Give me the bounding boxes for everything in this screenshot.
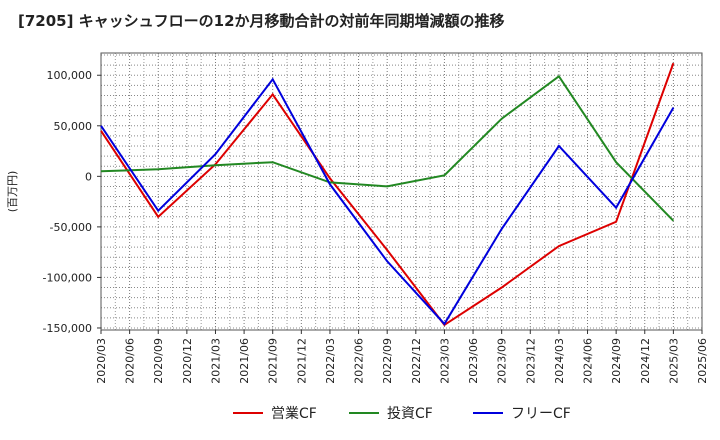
x-tick-label: 2023/12 (524, 338, 537, 384)
y-tick-label: 50,000 (54, 120, 93, 133)
x-tick-label: 2020/03 (95, 338, 108, 384)
x-tick-label: 2024/06 (582, 338, 595, 384)
y-tick-label: -50,000 (50, 221, 92, 234)
x-tick-label: 2024/12 (639, 338, 652, 384)
y-tick-label: -150,000 (43, 322, 92, 335)
y-tick-label: 100,000 (47, 69, 93, 82)
x-tick-label: 2022/06 (353, 338, 366, 384)
x-tick-label: 2024/03 (553, 338, 566, 384)
series-line-営業CF (100, 62, 675, 327)
x-tick-label: 2021/12 (295, 338, 308, 384)
x-tick-label: 2021/03 (209, 338, 222, 384)
chart-title: [7205] キャッシュフローの12か月移動合計の対前年同期増減額の推移 (18, 12, 505, 30)
x-tick-label: 2023/03 (438, 338, 451, 384)
y-tick-label: 0 (85, 170, 92, 183)
x-tick-label: 2022/12 (410, 338, 423, 384)
x-tick-label: 2022/09 (381, 338, 394, 384)
x-tick-label: 2023/06 (467, 338, 480, 384)
series-line-投資CF (100, 74, 675, 222)
x-tick-label: 2020/09 (152, 338, 165, 384)
x-tick-label: 2021/09 (267, 338, 280, 384)
x-tick-label: 2022/03 (324, 338, 337, 384)
x-tick-label: 2020/06 (124, 338, 137, 384)
x-tick-label: 2024/09 (610, 338, 623, 384)
x-tick-label: 2025/03 (667, 338, 680, 384)
x-tick-label: 2023/09 (496, 338, 509, 384)
y-tick-label: -100,000 (43, 271, 92, 284)
y-axis-label: (百万円) (6, 171, 19, 213)
series-line-フリーCF (100, 77, 675, 326)
plot-frame (100, 52, 703, 331)
legend-label: 投資CF (387, 406, 433, 422)
x-tick-label: 2020/12 (181, 338, 194, 384)
x-tick-label: 2025/06 (696, 338, 709, 384)
x-tick-label: 2021/06 (238, 338, 251, 384)
legend-label: 営業CF (271, 406, 317, 422)
legend-label: フリーCF (511, 406, 571, 422)
